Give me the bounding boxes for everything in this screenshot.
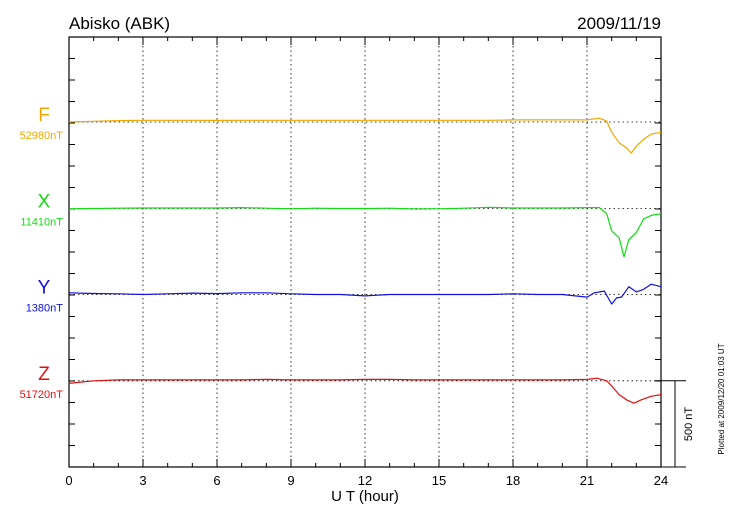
series-line-y: [68, 283, 662, 305]
x-tick-label: 15: [432, 473, 446, 488]
series-name-y: Y: [38, 278, 51, 299]
x-tick-label: 12: [358, 473, 372, 488]
series-line-f: [68, 117, 662, 154]
scale-bar: 500 nT: [655, 380, 695, 468]
x-tick-label: 0: [65, 473, 72, 488]
series-line-z: [68, 377, 662, 404]
date-title: 2009/11/19: [577, 14, 661, 33]
series-name-f: F: [38, 105, 50, 126]
plotted-at-note: Plotted at 2009/12/20 01:03 UT: [717, 343, 726, 454]
x-tick-label: 21: [580, 473, 594, 488]
scale-bar-label: 500 nT: [683, 407, 695, 442]
vertical-grid: [142, 37, 588, 467]
x-tick-labels: 0 3 6 9 12 15 18 21 24: [65, 473, 668, 488]
x-tick-label: 6: [213, 473, 220, 488]
series-name-x: X: [38, 192, 51, 213]
series-name-z: Z: [38, 364, 50, 385]
x-tick-label: 18: [506, 473, 520, 488]
series-baseline-z: 51720nT: [20, 389, 64, 401]
series-baseline-x: 11410nT: [20, 217, 63, 229]
x-tick-label: 9: [287, 473, 294, 488]
x-tick-label: 3: [139, 473, 146, 488]
station-title: Abisko (ABK): [69, 14, 170, 33]
series-line-x: [68, 206, 662, 258]
x-tick-label: 24: [654, 473, 668, 488]
series-baseline-y: 1380nT: [26, 303, 64, 315]
series-baseline-f: 52980nT: [20, 130, 64, 142]
x-axis-label: U T (hour): [331, 488, 399, 505]
series-layer: F 52980nT X 11410nT Y 1380nT Z 51720nT: [20, 105, 662, 404]
